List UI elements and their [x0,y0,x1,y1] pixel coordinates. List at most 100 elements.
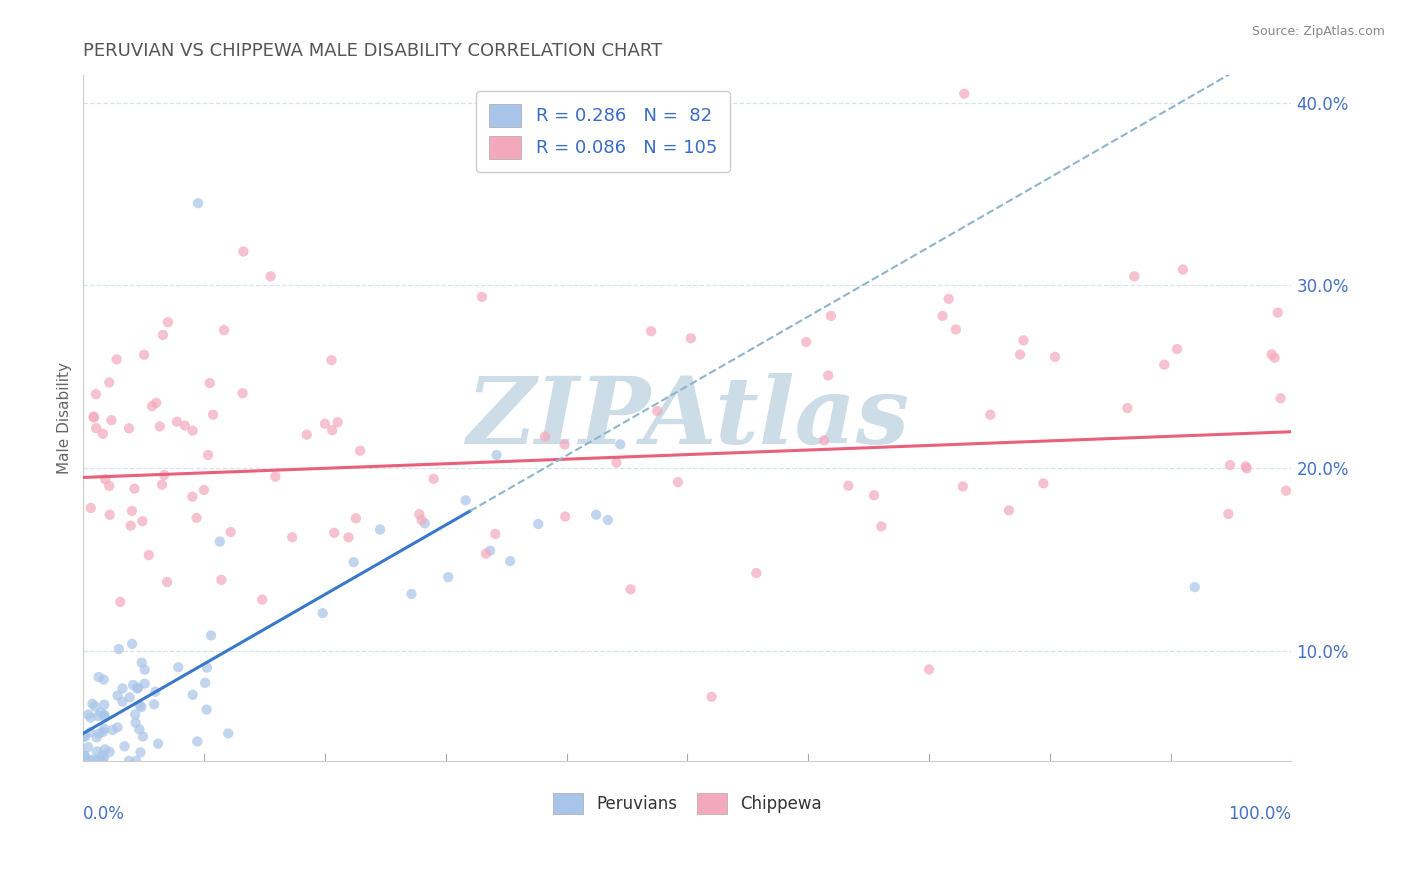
Point [813,434,835,448]
Point [98,376,121,390]
Point [93,698,115,712]
Point [73,748,96,763]
Point [87,726,110,740]
Point [979,408,1001,422]
Point [141,399,163,413]
Point [86,754,108,768]
Point [1032,476,1054,491]
Point [124,715,146,730]
Point [93,673,115,687]
Point [1171,262,1194,277]
Point [745,566,768,580]
Point [90,706,112,720]
Point [91,754,114,768]
Point [295,427,318,442]
Point [149,419,172,434]
Point [1218,507,1240,521]
Point [952,479,974,493]
Point [197,448,219,462]
Point [609,437,631,451]
Point [534,429,557,443]
Point [1270,392,1292,406]
Point [1184,580,1206,594]
Point [863,488,886,502]
Point [368,523,391,537]
Point [485,448,508,462]
Point [1116,401,1139,415]
Point [250,592,273,607]
Point [77,740,100,755]
Text: 0.0%: 0.0% [83,805,125,823]
Point [138,548,160,562]
Point [640,324,662,338]
Point [198,376,221,390]
Legend: Peruvians, Chippewa: Peruvians, Chippewa [546,787,828,821]
Point [121,637,143,651]
Point [820,309,842,323]
Point [108,642,131,657]
Point [454,493,477,508]
Point [167,660,190,674]
Point [111,695,134,709]
Point [100,413,122,427]
Point [120,518,142,533]
Point [1123,269,1146,284]
Point [166,415,188,429]
Point [931,309,953,323]
Point [93,707,115,722]
Point [817,368,839,383]
Point [186,734,208,748]
Point [209,573,232,587]
Point [145,396,167,410]
Point [83,409,105,424]
Point [98,479,121,493]
Point [945,322,967,336]
Point [87,709,110,723]
Point [77,707,100,722]
Point [232,244,254,259]
Point [72,730,94,744]
Point [84,699,107,714]
Point [232,386,254,401]
Point [125,754,148,768]
Point [129,700,152,714]
Point [314,417,336,431]
Text: Source: ZipAtlas.com: Source: ZipAtlas.com [1251,25,1385,38]
Point [195,703,218,717]
Point [83,410,105,425]
Point [312,606,335,620]
Point [953,87,976,101]
Point [323,525,346,540]
Point [344,511,367,525]
Point [596,513,619,527]
Text: ZIPAtlas: ZIPAtlas [465,373,908,463]
Point [86,731,108,745]
Point [349,443,371,458]
Point [1012,334,1035,348]
Point [82,697,104,711]
Point [1219,458,1241,472]
Point [84,421,107,435]
Point [217,726,239,740]
Point [202,408,225,422]
Point [132,730,155,744]
Point [152,327,174,342]
Point [150,477,173,491]
Point [837,478,859,492]
Point [79,725,101,739]
Point [1236,461,1258,475]
Point [181,424,204,438]
Point [585,508,607,522]
Point [105,352,128,367]
Point [700,690,723,704]
Point [110,595,132,609]
Point [134,663,156,677]
Point [605,456,627,470]
Point [82,752,104,766]
Point [918,662,941,676]
Point [79,711,101,725]
Point [143,698,166,712]
Point [1275,483,1298,498]
Point [181,688,204,702]
Point [118,421,141,435]
